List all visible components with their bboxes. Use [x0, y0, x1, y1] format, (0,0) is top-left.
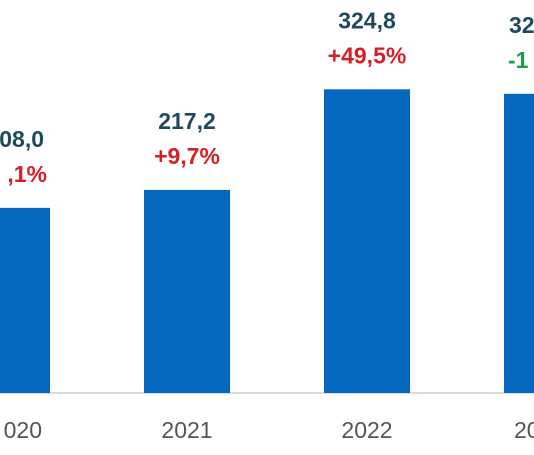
value-label: 217,2 [158, 108, 216, 134]
value-label: 324,8 [338, 7, 396, 33]
bar [0, 207, 50, 393]
change-label: ,1% [7, 161, 47, 187]
bar [144, 189, 230, 393]
x-tick-label: 2022 [341, 417, 392, 443]
change-label: -1 [508, 47, 529, 73]
value-label: 32 [509, 12, 534, 38]
value-label: 08,0 [0, 126, 44, 152]
bar [324, 89, 410, 393]
x-tick-label: 2021 [161, 417, 212, 443]
x-tick-label: 20 [514, 417, 534, 443]
bar [504, 93, 534, 394]
x-tick-label: 020 [4, 417, 42, 443]
change-label: +9,7% [154, 143, 220, 169]
change-label: +49,5% [328, 42, 407, 68]
